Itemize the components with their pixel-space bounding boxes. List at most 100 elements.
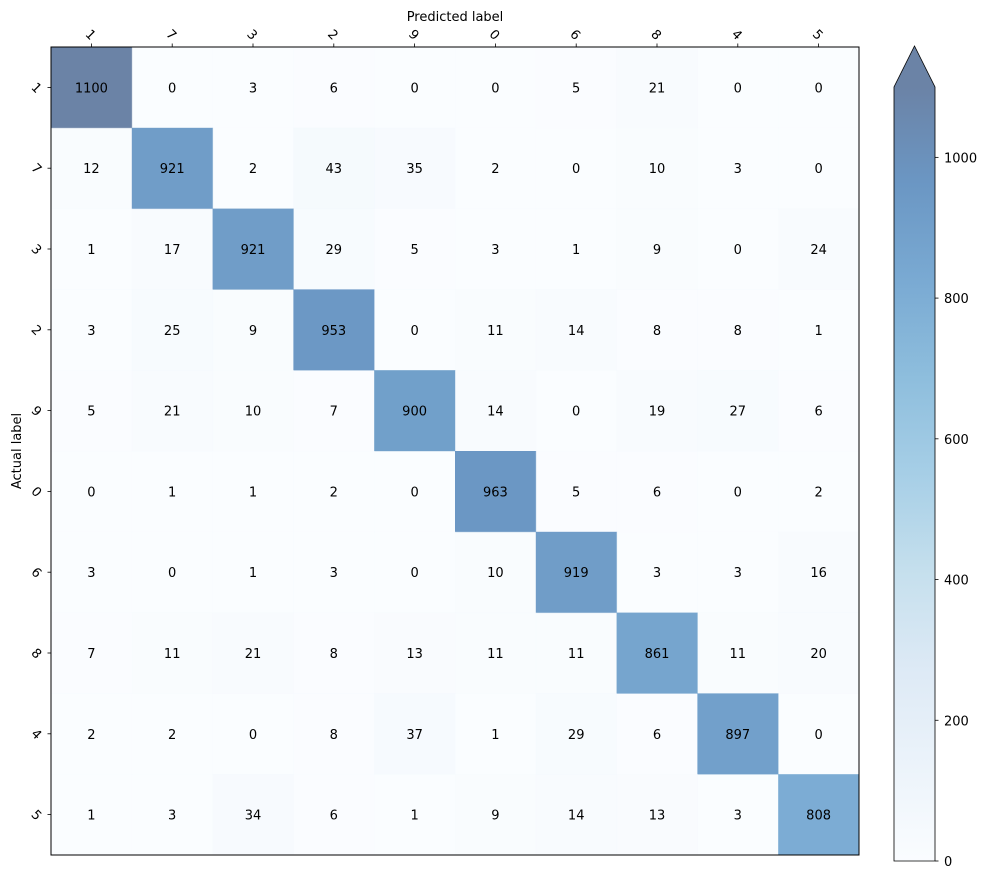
colorbar-tick-label: 600: [944, 433, 969, 448]
cell-value-label: 14: [487, 405, 504, 420]
cell-value-label: 3: [734, 809, 742, 824]
heatmap-cell: [697, 612, 779, 694]
heatmap-cell: [535, 774, 618, 856]
heatmap-cell: [697, 47, 779, 129]
x-tick-label: 8: [647, 27, 663, 43]
cell-value-label: 37: [406, 728, 423, 743]
heatmap-cell: [616, 693, 698, 775]
heatmap-cell: [778, 47, 860, 129]
cell-value-label: 17: [164, 243, 181, 258]
cell-value-label: 8: [330, 728, 338, 743]
heatmap-cell: [293, 612, 375, 694]
heatmap-cell: [131, 289, 214, 371]
heatmap-cell: [212, 47, 294, 129]
heatmap-cell: [374, 289, 456, 371]
heatmap-cell: [697, 127, 779, 210]
heatmap-cell: [778, 208, 860, 290]
heatmap-cell: [455, 612, 537, 694]
cell-value-label: 2: [491, 162, 499, 177]
heatmap-cell: [212, 612, 294, 694]
heatmap-cell: [51, 47, 133, 129]
cell-value-label: 921: [160, 162, 185, 177]
cell-value-label: 12: [83, 162, 100, 177]
cell-value-label: 921: [241, 243, 266, 258]
colorbar-gradient: [894, 87, 935, 861]
y-tick-label: 8: [28, 646, 44, 662]
cell-value-label: 11: [487, 647, 504, 662]
x-tick-label: 3: [243, 27, 259, 43]
heatmap-cell: [616, 127, 698, 210]
heatmap-cell: [697, 370, 779, 452]
heatmap-cell: [616, 531, 698, 614]
heatmap-cell: [616, 289, 698, 371]
cell-value-label: 27: [730, 405, 747, 420]
heatmap-cells: [51, 47, 860, 856]
cell-value-label: 11: [730, 647, 747, 662]
heatmap-cell: [616, 47, 698, 129]
cell-value-label: 1100: [75, 81, 108, 96]
cell-value-label: 7: [87, 647, 95, 662]
heatmap-cell: [535, 370, 618, 452]
heatmap-cell: [455, 208, 537, 290]
colorbar-outline: [893, 45, 936, 862]
heatmap-cell: [374, 612, 456, 694]
heatmap-cell: [455, 47, 537, 129]
cell-value-label: 8: [330, 647, 338, 662]
x-tick-label: 2: [324, 27, 340, 43]
heatmap-cell: [293, 47, 375, 129]
heatmap-cell: [616, 612, 698, 694]
cell-value-labels: 1100 0 3 6 0 0 5 21 0 012 921 2 43 35 2 0 10 3 01 17 921 29 5 3…: [75, 81, 831, 823]
heatmap-cell: [778, 289, 860, 371]
heatmap-cell: [455, 370, 537, 452]
heatmap-cell: [697, 531, 779, 614]
heatmap-cell: [293, 451, 375, 533]
cell-value-label: 919: [564, 566, 589, 581]
cell-value-label: 13: [406, 647, 423, 662]
heatmap-cell: [131, 208, 214, 290]
heatmap-cell: [778, 774, 860, 856]
plot-frame: [50, 46, 860, 856]
y-axis-title: Actual label: [10, 413, 25, 489]
heatmap-cell: [374, 208, 456, 290]
heatmap-cell: [374, 451, 456, 533]
heatmap-cell: [131, 774, 214, 856]
cell-value-label: 808: [806, 809, 831, 824]
cell-value-label: 0: [491, 81, 499, 96]
heatmap-cell: [51, 208, 133, 290]
heatmap-cell: [535, 127, 618, 210]
heatmap-cell: [374, 47, 456, 129]
cell-value-label: 16: [810, 566, 827, 581]
colorbar-extend-triangle: [894, 46, 935, 87]
cell-value-label: 5: [572, 485, 580, 500]
heatmap-cell: [697, 208, 779, 290]
cell-value-label: 3: [734, 566, 742, 581]
heatmap-cell: [51, 531, 133, 614]
cell-value-label: 6: [653, 485, 661, 500]
x-tick-label: 7: [163, 27, 179, 43]
heatmap-cell: [535, 693, 618, 775]
cell-value-label: 34: [245, 809, 262, 824]
cell-value-label: 19: [649, 405, 666, 420]
cell-value-label: 24: [810, 243, 827, 258]
x-tick-label: 5: [809, 27, 825, 43]
cell-value-label: 6: [330, 81, 338, 96]
heatmap-cell: [535, 612, 618, 694]
x-tick-label: 9: [405, 27, 421, 43]
heatmap-cell: [455, 693, 537, 775]
heatmap-cell: [778, 693, 860, 775]
cell-value-label: 0: [410, 566, 418, 581]
cell-value-label: 963: [483, 485, 508, 500]
heatmap-cell: [374, 774, 456, 856]
cell-value-label: 1: [410, 809, 418, 824]
heatmap-cell: [131, 451, 214, 533]
cell-value-label: 21: [649, 81, 666, 96]
y-tick-label: 4: [28, 727, 44, 743]
cell-value-label: 6: [330, 809, 338, 824]
heatmap-cell: [616, 451, 698, 533]
heatmap-cell: [293, 289, 375, 371]
colorbar-tick-label: 1000: [944, 151, 977, 166]
cell-value-label: 3: [330, 566, 338, 581]
heatmap-cell: [535, 289, 618, 371]
cell-value-label: 10: [649, 162, 666, 177]
cell-value-label: 0: [168, 566, 176, 581]
